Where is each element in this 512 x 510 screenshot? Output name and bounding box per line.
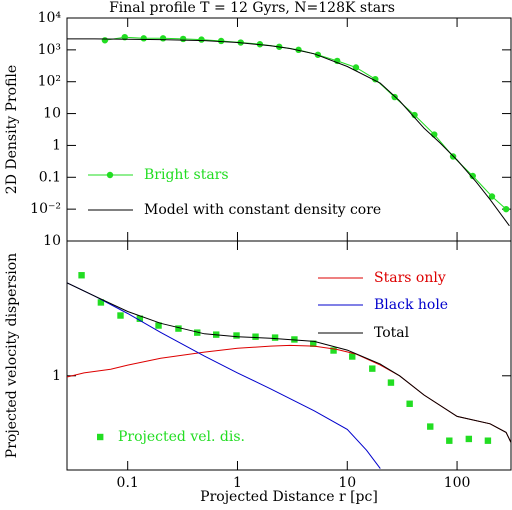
x-tick-label: 10 — [338, 475, 356, 491]
data-point — [217, 37, 225, 45]
data-point — [175, 325, 182, 332]
data-point — [78, 272, 85, 279]
data-point — [155, 322, 162, 329]
data-point — [465, 435, 473, 443]
series-line — [67, 282, 511, 443]
legend-marker — [106, 171, 114, 179]
data-point — [469, 172, 476, 180]
data-point — [310, 340, 317, 347]
legend-label: Model with constant density core — [144, 202, 381, 218]
legend-label: Total — [374, 325, 410, 341]
plot-frame — [66, 240, 512, 471]
x-axis-label: Projected Distance r [pc] — [200, 489, 378, 505]
legend-label: Bright stars — [144, 167, 229, 183]
data-point — [387, 379, 395, 386]
data-point — [427, 423, 434, 430]
data-point — [101, 37, 109, 44]
y-tick-label: 1 — [52, 137, 61, 153]
plot-area — [67, 272, 511, 469]
data-point — [252, 333, 259, 340]
data-point — [179, 35, 187, 43]
data-point — [502, 205, 510, 213]
x-tick-label: 100 — [444, 475, 471, 491]
x-tick-label: 0.1 — [117, 475, 139, 491]
data-point — [411, 111, 418, 119]
data-point — [271, 334, 279, 341]
data-point — [140, 35, 147, 42]
data-point — [233, 332, 240, 339]
legend-label: Black hole — [374, 297, 448, 313]
series-line — [104, 36, 507, 210]
y-tick-label: 1 — [52, 368, 61, 384]
data-point — [97, 299, 105, 306]
plot-area — [67, 33, 510, 227]
data-point — [295, 46, 302, 54]
y-tick-label: 10 — [43, 233, 61, 249]
data-point — [117, 312, 124, 319]
data-point — [484, 437, 492, 444]
y-tick-label: 0.1 — [39, 169, 61, 185]
x-tick-label: 1 — [233, 475, 242, 491]
data-point — [349, 353, 356, 360]
y-tick-label: 10⁴ — [38, 10, 62, 26]
data-point — [330, 347, 337, 354]
data-point — [406, 400, 413, 407]
data-point — [352, 64, 360, 71]
data-point — [198, 36, 205, 43]
y-tick-label: 10³ — [38, 42, 61, 58]
data-point — [488, 193, 496, 200]
y-tick-label: 10⁻² — [30, 201, 61, 217]
y-tick-label: 10 — [43, 106, 61, 122]
data-point — [372, 75, 379, 83]
legend-label: Stars only — [374, 270, 446, 286]
series-line — [67, 38, 510, 227]
data-point — [446, 437, 453, 444]
y-axis-label: Projected velocity dispersion — [4, 253, 20, 458]
legend-marker — [97, 433, 104, 441]
y-axis-label: 2D Density Profile — [4, 65, 20, 194]
data-point — [431, 131, 438, 138]
data-point — [159, 35, 167, 42]
data-point — [136, 315, 144, 322]
series-line — [67, 282, 381, 469]
series-line — [67, 344, 511, 443]
legend-label: Projected vel. dis. — [118, 429, 245, 445]
chart-title: Final profile T = 12 Gyrs, N=128K stars — [109, 0, 395, 16]
data-point — [369, 365, 376, 372]
data-point — [194, 329, 201, 336]
y-tick-label: 10² — [38, 74, 61, 90]
